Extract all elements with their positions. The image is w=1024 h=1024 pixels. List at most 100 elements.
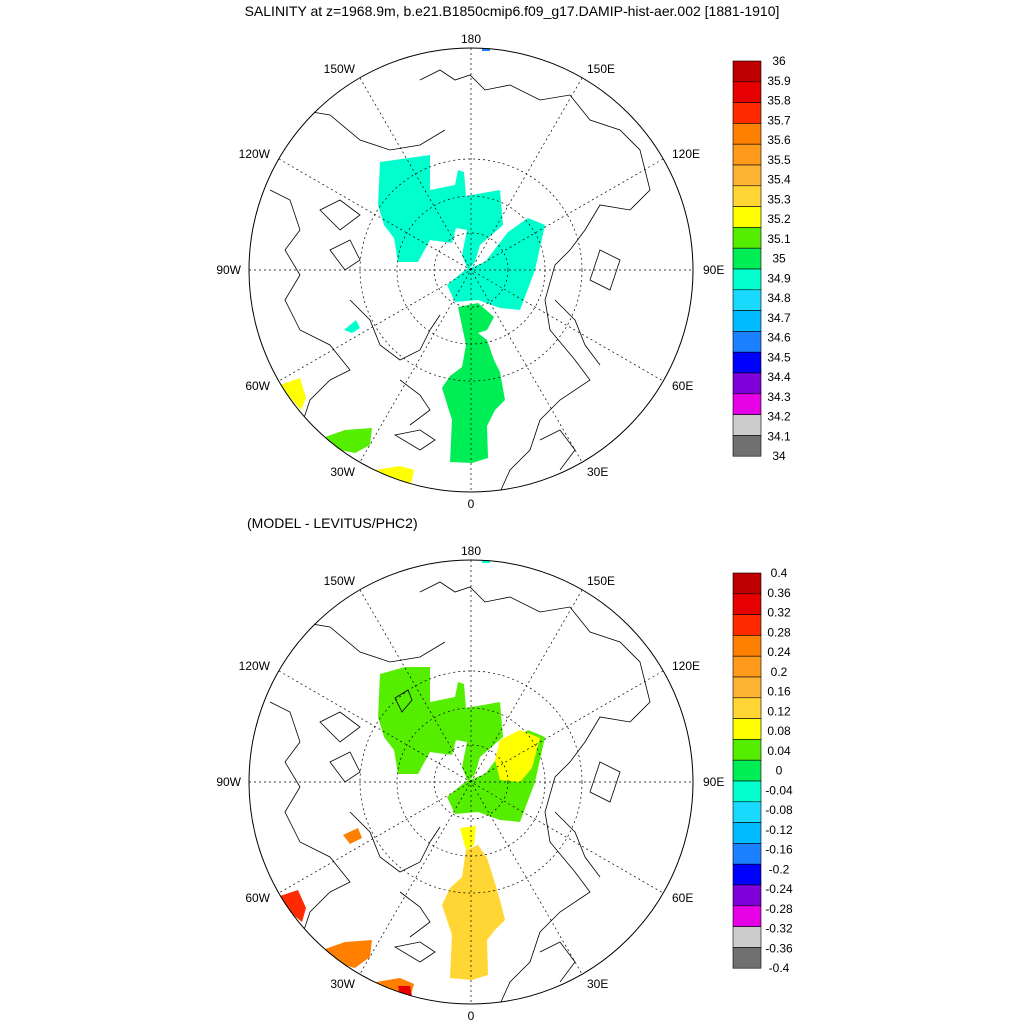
colorbar-tick-label: 35.8 [767,94,791,108]
colorbar-swatch [732,435,762,457]
lon-label-180: 180 [461,544,481,558]
colorbar-tick-label: 0 [776,764,783,778]
difference-fill-gold-region [442,845,505,980]
colorbar-swatch [732,676,762,699]
colorbar-swatch [732,718,762,740]
colorbar-swatch [732,926,762,948]
colorbar-swatch [732,206,762,228]
colorbar-swatch [732,759,762,782]
colorbar-swatch [732,884,762,907]
colorbar-tick-label: 35.4 [767,173,791,187]
bottom-polar-map: 180 0 90W 90E 150W 150E 120W 120E 60W 60… [216,544,724,1023]
colorbar-tick-label: -0.2 [769,862,790,876]
colorbar-tick-label: 34.2 [767,410,791,424]
colorbar-tick-label: -0.12 [765,823,793,837]
colorbar-tick-label: 34.1 [767,429,791,443]
colorbar-tick-label: 0.08 [767,724,791,738]
colorbar-tick-label: 0.32 [767,606,791,620]
colorbar-tick-label: 0.36 [767,586,791,600]
difference-fill-yellow-patch [495,730,540,782]
colorbar-tick-label: 35.9 [767,74,791,88]
colorbar-tick-label: -0.24 [765,882,793,896]
colorbar-swatch [732,614,762,636]
colorbar-swatch [732,247,762,270]
colorbar-tick-label: -0.08 [765,803,793,817]
colorbar-tick-label: 35.5 [767,153,791,167]
colorbar-tick-label: -0.28 [765,902,793,916]
colorbar-swatch [732,947,762,969]
lon-label-90e: 90E [703,263,724,277]
lon-label-30w: 30W [330,977,355,991]
lon-label-0: 0 [468,1009,475,1023]
lon-label-60w: 60W [245,379,270,393]
colorbar-swatch [732,780,762,803]
colorbar-swatch [732,372,762,395]
colorbar-swatch [732,81,762,103]
difference-subtitle: (MODEL - LEVITUS/PHC2) [247,515,418,531]
colorbar-tick-label: 0.2 [771,665,788,679]
difference-fill-red-south [398,986,412,996]
lon-label-90w: 90W [216,263,241,277]
colorbar-tick-label: 34.4 [767,370,791,384]
colorbar-swatch [732,572,762,595]
lon-label-0: 0 [468,497,475,511]
colorbar-tick-label: 34.9 [767,271,791,285]
colorbar-tick-label: 36 [772,54,786,68]
colorbar-salinity: 36 35.9 35.8 35.7 35.6 35.5 35.4 35.3 35.2 35.1 35… [732,54,791,463]
salinity-fill-green-region [442,303,505,463]
colorbar-swatch [732,268,762,291]
lon-label-120w: 120W [239,659,271,673]
colorbar-swatch [732,822,762,844]
colorbar-swatch [732,905,762,927]
colorbar-tick-label: 0.4 [771,566,788,580]
colorbar-swatch [732,351,762,374]
lon-label-60w: 60W [245,891,270,905]
colorbar-tick-label: 35.1 [767,232,791,246]
top-polar-map: 180 0 90W 90E 150W 150E 120W 120E 60W 60… [216,32,724,511]
lon-label-120w: 120W [239,147,271,161]
difference-fill-yellow-neck [460,826,476,850]
colorbar-swatch [732,697,762,719]
colorbar-tick-label: 34.7 [767,311,791,325]
colorbar-swatch [732,60,762,83]
page-title: SALINITY at z=1968.9m, b.e21.B1850cmip6.… [244,3,780,19]
colorbar-tick-label: 35.2 [767,212,791,226]
colorbar-tick-label: 34.3 [767,390,791,404]
difference-fill-green-region [378,667,503,782]
lon-label-150e: 150E [587,574,615,588]
colorbar-swatch [732,414,762,436]
difference-fill-orange-southwest [325,940,372,968]
lon-label-30e: 30E [587,465,608,479]
difference-fill-orange-small [343,828,362,844]
salinity-fill-yellow-west [280,378,306,410]
colorbar-tick-label: 35 [772,252,786,266]
colorbar-swatch [732,843,762,865]
colorbar-swatch [732,393,762,415]
colorbar-swatch [732,227,762,249]
colorbar-swatch [732,593,762,615]
colorbar-tick-label: 34 [772,449,786,463]
lon-label-30w: 30W [330,465,355,479]
lon-label-150e: 150E [587,62,615,76]
colorbar-swatch [732,739,762,761]
colorbar-swatch [732,801,762,823]
colorbar-swatch [732,185,762,207]
difference-contour-small [394,689,413,713]
lon-label-60e: 60E [672,379,693,393]
longitude-lines [249,560,693,1004]
colorbar-tick-label: -0.04 [765,783,793,797]
salinity-fill-cyan-region [378,155,503,270]
colorbar-swatch [732,289,762,311]
lon-label-180: 180 [461,32,481,46]
coastlines [269,581,651,1004]
colorbar-swatch [732,635,762,657]
lon-label-30e: 30E [587,977,608,991]
colorbar-tick-label: 0.12 [767,704,791,718]
colorbar-swatch [732,310,762,332]
colorbar-tick-label: 34.8 [767,291,791,305]
colorbar-tick-label: 0.24 [767,645,791,659]
colorbar-tick-label: 34.5 [767,350,791,364]
colorbar-tick-label: 34.6 [767,331,791,345]
colorbar-swatch [732,655,762,678]
colorbar-swatch [732,143,762,166]
